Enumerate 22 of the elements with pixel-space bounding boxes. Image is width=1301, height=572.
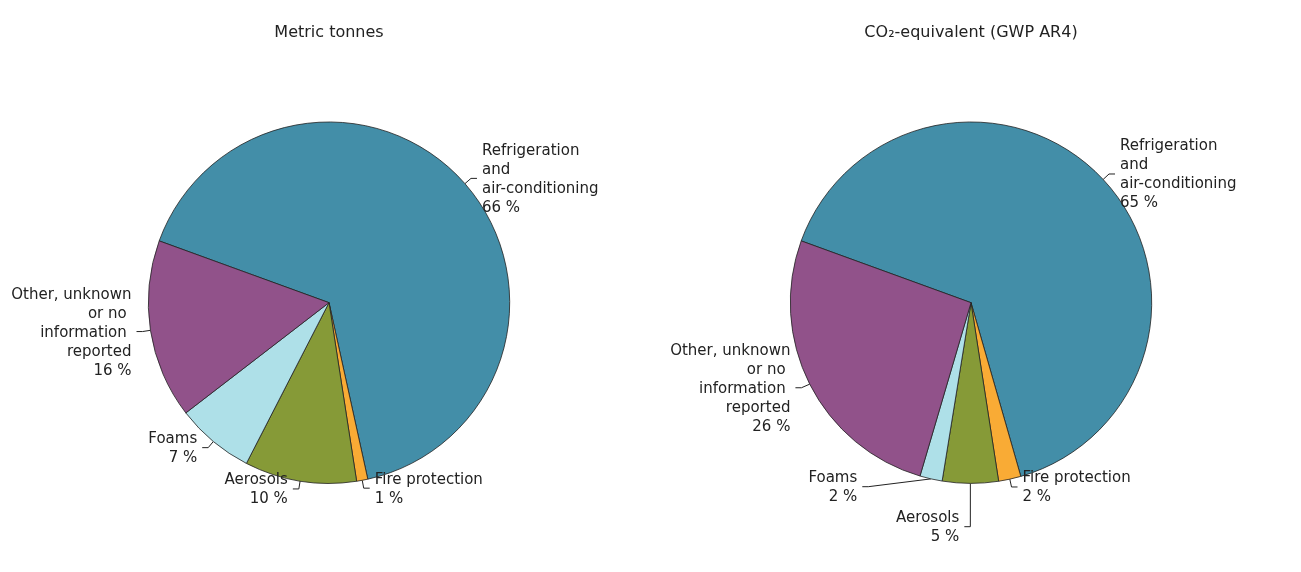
slice-label: Foams bbox=[808, 468, 858, 487]
data-label: 10 % bbox=[249, 489, 288, 508]
data-label: 26 % bbox=[752, 416, 791, 435]
data-label: 65 % bbox=[1120, 193, 1159, 212]
slice-label: Refrigeration and air-conditioning bbox=[481, 140, 599, 197]
data-label: 16 % bbox=[93, 360, 132, 379]
data-label: 7 % bbox=[168, 448, 198, 467]
slice-label: Refrigeration and air-conditioning bbox=[1120, 136, 1237, 193]
slice-label: Other, unknown or no information reported bbox=[670, 340, 791, 416]
data-label: 2 % bbox=[828, 487, 858, 506]
slice-label: Aerosols bbox=[224, 470, 289, 489]
chart-title: Metric tonnes bbox=[274, 21, 384, 41]
slice-label: Other, unknown or no information reported bbox=[11, 284, 132, 360]
slice-label: Fire protection bbox=[374, 469, 483, 488]
slice-label: Foams bbox=[148, 429, 198, 448]
data-label: 1 % bbox=[374, 488, 404, 507]
data-label: 66 % bbox=[481, 197, 521, 216]
slice-label: Fire protection bbox=[1022, 468, 1131, 487]
slice-label: Aerosols bbox=[896, 508, 960, 527]
data-label: 5 % bbox=[930, 527, 960, 546]
data-label: 2 % bbox=[1022, 487, 1052, 506]
chart-title: CO₂-equivalent (GWP AR4) bbox=[864, 21, 1078, 41]
